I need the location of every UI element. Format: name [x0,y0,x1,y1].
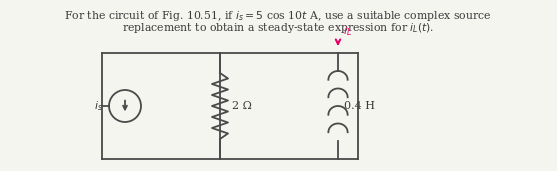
Text: For the circuit of Fig. 10.51, if $i_s = 5$ cos 10$t$ A, use a suitable complex : For the circuit of Fig. 10.51, if $i_s =… [64,9,492,23]
Text: 2 Ω: 2 Ω [232,101,252,111]
Text: 0.4 H: 0.4 H [344,101,375,111]
Text: replacement to obtain a steady-state expression for $i_L(t)$.: replacement to obtain a steady-state exp… [122,21,434,35]
Text: $i_s$: $i_s$ [94,99,103,113]
Text: $i_L$: $i_L$ [343,24,352,38]
